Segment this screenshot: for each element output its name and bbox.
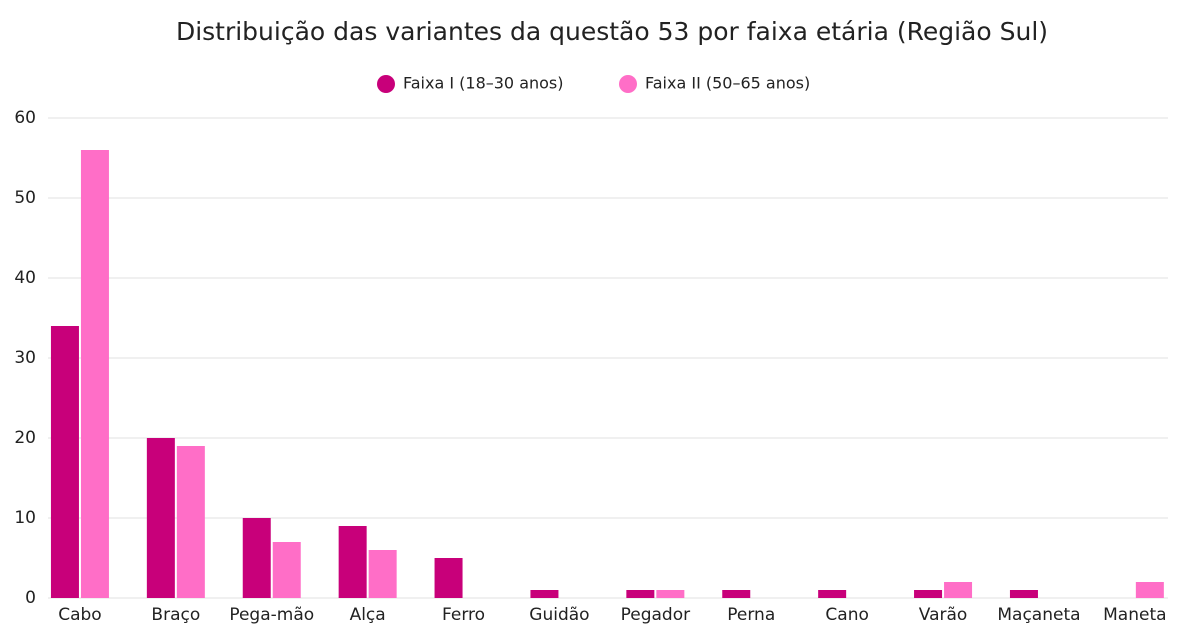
y-tick-label: 40 (14, 268, 36, 288)
bar (272, 542, 301, 598)
legend-label: Faixa I (18–30 anos) (403, 74, 564, 93)
bar (176, 446, 205, 598)
x-tick-label: Guidão (529, 605, 589, 625)
bar (626, 590, 655, 598)
y-tick-label: 20 (14, 428, 36, 448)
x-tick-label: Maçaneta (997, 605, 1080, 625)
y-tick-label: 0 (25, 588, 36, 608)
chart-title: Distribuição das variantes da questão 53… (176, 17, 1048, 46)
x-tick-label: Pega-mão (229, 605, 314, 625)
x-tick-label: Cabo (58, 605, 101, 625)
x-tick-label: Pegador (621, 605, 691, 625)
bar (944, 582, 973, 598)
x-tick-label: Ferro (442, 605, 485, 625)
x-tick-label: Varão (919, 605, 968, 625)
bar (656, 590, 685, 598)
bar (722, 590, 751, 598)
x-tick-label: Alça (350, 605, 386, 625)
x-tick-label: Braço (151, 605, 200, 625)
legend-marker (377, 75, 395, 93)
bar (530, 590, 559, 598)
bar (368, 550, 397, 598)
y-tick-label: 50 (14, 188, 36, 208)
bar (1009, 590, 1038, 598)
x-tick-label: Cano (825, 605, 868, 625)
bar (818, 590, 847, 598)
y-tick-label: 10 (14, 508, 36, 528)
x-tick-label: Perna (727, 605, 775, 625)
x-tick-label: Maneta (1103, 605, 1166, 625)
legend-label: Faixa II (50–65 anos) (645, 74, 810, 93)
legend-marker (619, 75, 637, 93)
bar (434, 558, 463, 598)
y-tick-label: 30 (14, 348, 36, 368)
bar (338, 526, 367, 598)
bar (242, 518, 271, 598)
bar (146, 438, 175, 598)
y-tick-label: 60 (14, 108, 36, 128)
bar (80, 150, 109, 598)
bar (1135, 582, 1164, 598)
bar (914, 590, 943, 598)
bar (50, 326, 79, 598)
